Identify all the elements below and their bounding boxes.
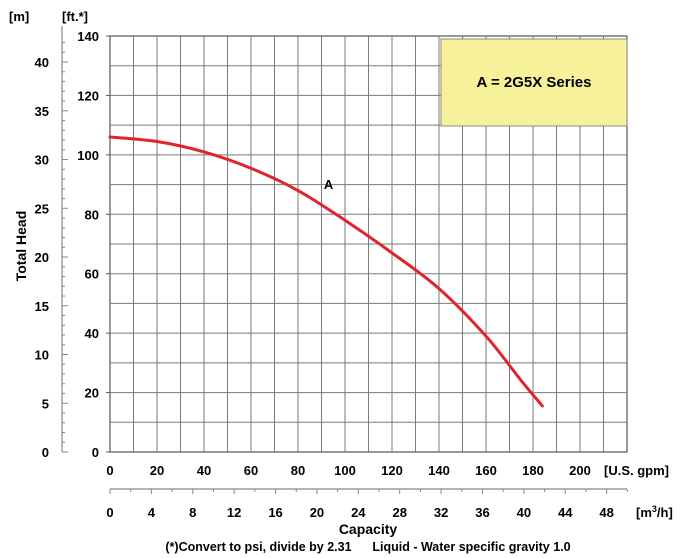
x-axis-title: Capacity [339,521,398,537]
series-label-A: A [324,177,334,192]
tick-label-m3h: 20 [310,505,324,520]
unit-label-m3h: [m3/h] [636,504,673,520]
tick-label-gpm: 140 [428,463,450,478]
unit-label-meters: [m] [9,9,29,24]
tick-label-m3h: 28 [392,505,406,520]
tick-label-gpm: 20 [150,463,164,478]
tick-label-gpm: 180 [522,463,544,478]
unit-label-gpm: [U.S. gpm] [604,463,669,478]
tick-label-ft: 80 [85,207,99,222]
tick-label-m: 25 [35,201,49,216]
tick-label-m3h: 12 [227,505,241,520]
tick-label-ft: 120 [77,88,99,103]
tick-label-m3h: 48 [599,505,613,520]
unit-label-feet: [ft.*] [62,9,88,24]
legend-box [440,38,628,127]
legend-label: A = 2G5X Series [477,74,592,91]
tick-label-m: 20 [35,250,49,265]
tick-label-gpm: 60 [244,463,258,478]
tick-label-ft: 20 [85,386,99,401]
tick-label-m: 5 [42,396,49,411]
tick-label-m3h: 24 [351,505,366,520]
tick-label-gpm: 0 [106,463,113,478]
tick-label-ft: 60 [85,267,99,282]
tick-label-m: 0 [42,445,49,460]
tick-label-m3h: 4 [148,505,156,520]
tick-label-m3h: 0 [106,505,113,520]
tick-label-gpm: 160 [475,463,497,478]
tick-label-gpm: 100 [334,463,356,478]
tick-label-gpm: 120 [381,463,403,478]
tick-label-m3h: 8 [189,505,196,520]
tick-label-m: 10 [35,348,49,363]
tick-label-m3h: 44 [558,505,573,520]
axes [61,26,628,494]
series: A [108,135,544,408]
tick-label-gpm: 80 [291,463,305,478]
tick-label-ft: 0 [92,445,99,460]
grid [109,35,628,453]
tick-label-ft: 100 [77,148,99,163]
series-line-A [108,135,544,408]
tick-label-ft: 140 [77,29,99,44]
tick-label-m3h: 16 [268,505,282,520]
tick-label-m3h: 36 [475,505,489,520]
tick-label-ft: 40 [85,326,99,341]
tick-label-m3h: 40 [517,505,531,520]
y-axis-title: Total Head [13,211,29,282]
tick-label-gpm: 200 [569,463,591,478]
footnote: (*)Convert to psi, divide by 2.31 Liquid… [165,540,570,554]
tick-label-m: 40 [35,55,49,70]
tick-label-m: 15 [35,299,49,314]
tick-label-m: 30 [35,153,49,168]
tick-label-gpm: 40 [197,463,211,478]
tick-label-m: 35 [35,104,49,119]
tick-label-m3h: 32 [434,505,448,520]
